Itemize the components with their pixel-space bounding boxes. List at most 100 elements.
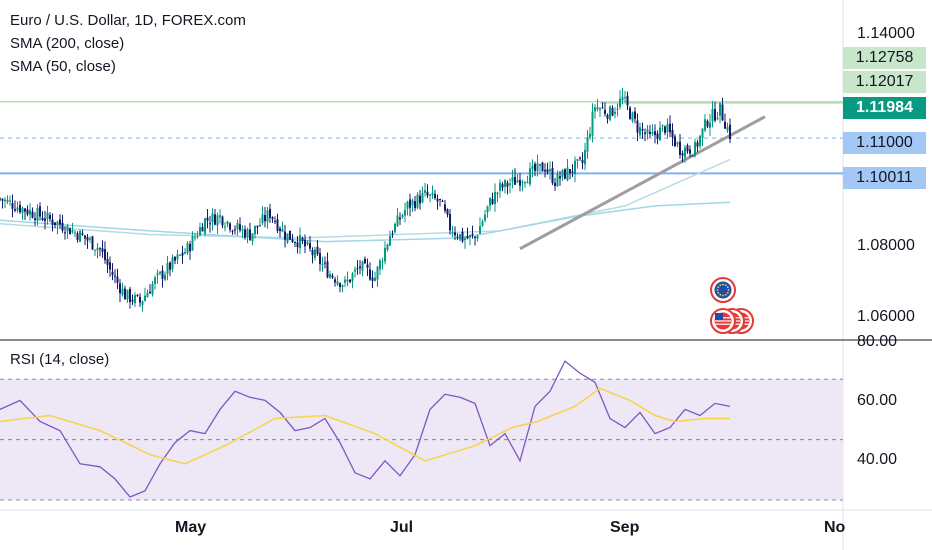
candle-body [659,127,661,141]
candle-body [586,136,589,152]
candle-body [111,271,114,276]
candle-body [479,225,481,234]
candle-body [371,277,374,281]
euro-flag-icon-field [714,281,732,299]
candle-body [506,182,509,187]
candle-body [41,217,44,220]
candle-body [644,132,646,135]
candle-body [594,107,596,112]
candle-body [436,198,439,202]
candle-body [161,270,164,279]
candle-body [611,108,614,116]
candle-body [394,224,396,233]
candle-body [221,216,224,226]
candle-body [379,260,381,270]
candle-body [606,114,609,119]
candle-body [239,224,241,231]
candle-body [449,214,451,231]
candle-body [224,226,226,228]
candle-body [434,194,436,199]
candle-body [134,295,136,304]
candle-body [126,289,129,300]
candle-body [4,199,6,202]
candle-body [139,296,141,303]
candle-body [14,209,16,211]
candle-body [649,131,651,134]
candle-body [271,217,274,219]
rsi-tick-80: 80.00 [857,333,898,350]
candle-body [36,208,39,221]
candle-body [526,181,529,184]
candle-body [636,120,639,133]
candle-body [724,121,726,129]
sma200-legend[interactable]: SMA (200, close) [10,35,125,52]
price-badge-line-a: 1.12758 [843,47,926,69]
candle-body [364,258,366,264]
candle-body [116,276,119,283]
candle-body [351,273,354,282]
candle-body [99,248,101,250]
chart-title[interactable]: Euro / U.S. Dollar, 1D, FOREX.com [10,12,246,29]
candle-body [31,211,34,218]
candle-body [581,159,584,163]
candle-body [216,215,219,226]
candle-body [411,200,414,206]
candle-body [399,217,401,220]
candle-body [266,210,269,222]
price-badge-last: 1.11984 [843,97,926,119]
candle-body [641,128,644,131]
candle-body [614,111,616,114]
candle-body [426,191,429,196]
price-tick-1-14: 1.14000 [857,25,915,42]
candle-body [361,261,364,271]
us-flag-icon-canton [715,313,723,320]
candle-body [16,207,19,211]
candle-body [51,219,54,225]
candle-body [696,142,699,147]
candle-body [706,120,709,127]
candle-body [79,231,81,242]
candle-body [669,123,671,133]
candle-body [469,235,471,238]
candle-body [476,236,479,239]
candle-body [171,257,174,270]
candle-body [406,201,409,209]
candle-body [166,262,169,274]
candle-body [429,194,431,196]
candle-body [106,258,109,265]
candle-body [261,214,264,224]
candle-body [136,294,139,296]
candle-body [699,135,701,146]
candle-body [249,229,251,241]
candle-body [49,215,51,219]
candle-body [219,215,221,218]
candle-body [521,181,524,184]
candle-body [454,232,456,236]
candle-body [329,274,331,278]
candle-body [424,190,426,193]
candle-body [579,157,581,159]
candle-body [631,112,634,122]
candle-body [124,288,126,300]
candle-body [259,224,261,227]
candle-body [151,283,154,295]
candle-body [556,173,559,187]
candle-body [396,215,399,227]
candle-body [314,249,316,258]
candle-body [199,227,201,236]
candle-body [626,95,629,106]
candle-body [496,192,499,195]
candle-body [11,203,14,209]
candle-body [534,163,536,171]
candle-body [409,199,411,208]
candle-body [566,167,569,181]
candle-body [66,225,69,232]
candle-body [26,209,29,215]
candle-body [294,242,296,244]
rsi-legend[interactable]: RSI (14, close) [10,351,110,368]
candle-body [704,119,706,131]
candle-body [524,182,526,184]
rsi-tick-60: 60.00 [857,392,898,409]
candle-body [156,272,159,276]
sma50-legend[interactable]: SMA (50, close) [10,58,116,75]
